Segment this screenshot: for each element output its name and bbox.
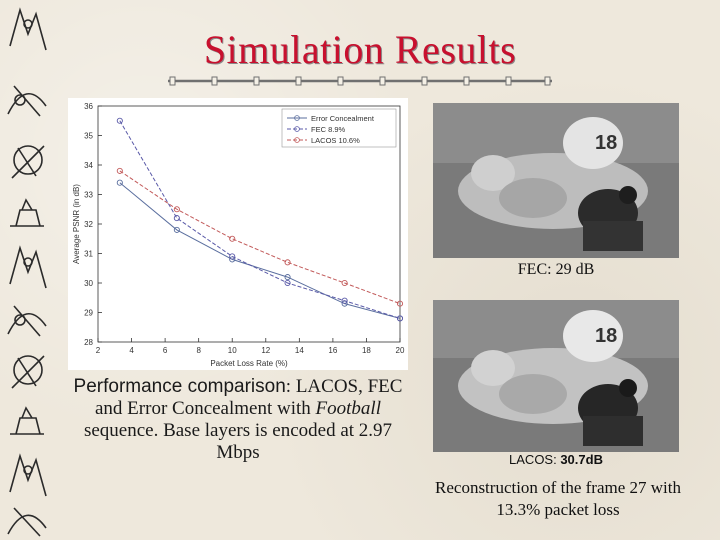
data-point bbox=[229, 253, 236, 260]
title-underline bbox=[168, 76, 552, 86]
caption-lead: Performance comparison bbox=[73, 376, 286, 397]
y-tick-label: 31 bbox=[84, 250, 93, 259]
ornament-icon bbox=[11, 145, 45, 179]
y-tick-label: 32 bbox=[84, 220, 93, 229]
jersey-number: 18 bbox=[595, 325, 617, 347]
legend-entry: Error Concealment bbox=[311, 114, 375, 123]
y-tick-label: 29 bbox=[84, 309, 93, 318]
fec-label-value: 29 dB bbox=[555, 261, 595, 278]
series-line bbox=[119, 120, 401, 319]
fec-label-prefix: FEC: bbox=[517, 261, 556, 278]
chart-caption: Performance comparison: LACOS, FEC and E… bbox=[66, 376, 410, 464]
ornament-icon bbox=[10, 406, 44, 435]
reconstruction-caption: Reconstruction of the frame 27 with 13.3… bbox=[435, 478, 681, 519]
x-axis-label: Packet Loss Rate (%) bbox=[210, 359, 288, 368]
legend-entry: FEC 8.9% bbox=[311, 125, 346, 134]
decorative-border bbox=[7, 7, 47, 537]
x-tick-label: 12 bbox=[261, 346, 270, 355]
x-tick-label: 16 bbox=[328, 346, 337, 355]
data-point bbox=[116, 117, 123, 124]
x-tick-label: 2 bbox=[96, 346, 101, 355]
x-tick-label: 10 bbox=[228, 346, 237, 355]
data-point bbox=[341, 297, 348, 304]
x-tick-label: 6 bbox=[163, 346, 168, 355]
legend-entry: LACOS 10.6% bbox=[311, 136, 360, 145]
chart-svg: 28 29 30 31 32 33 34 35 36 2 4 6 8 10 12 14 16 18 20 Aver… bbox=[68, 98, 408, 370]
series-line bbox=[119, 182, 401, 319]
y-tick-label: 36 bbox=[84, 102, 93, 111]
slide-title: Simulation Results bbox=[203, 27, 517, 72]
legend-marker bbox=[294, 115, 300, 121]
y-tick-label: 33 bbox=[84, 191, 93, 200]
data-point bbox=[116, 167, 123, 174]
ornament-icon bbox=[10, 198, 44, 227]
x-tick-label: 8 bbox=[196, 346, 201, 355]
x-tick-label: 20 bbox=[396, 346, 405, 355]
data-point bbox=[341, 279, 348, 287]
series-line bbox=[119, 170, 401, 305]
ornament-icon bbox=[9, 453, 47, 497]
ornament-icon bbox=[7, 507, 47, 537]
data-point bbox=[284, 279, 291, 287]
ornament-icon bbox=[7, 305, 47, 337]
lacos-label-value: 30.7dB bbox=[560, 452, 603, 467]
data-point bbox=[173, 206, 180, 213]
data-point bbox=[229, 235, 236, 242]
data-point bbox=[396, 300, 404, 307]
lacos-psnr-label: LACOS: 30.7dB bbox=[433, 452, 679, 467]
y-axis-label: Average PSNR (in dB) bbox=[72, 184, 81, 264]
x-tick-label: 18 bbox=[362, 346, 371, 355]
data-point bbox=[173, 226, 180, 233]
data-point bbox=[116, 179, 123, 186]
legend-marker bbox=[294, 137, 300, 143]
y-tick-label: 35 bbox=[84, 132, 93, 141]
fec-frame-image: 18 bbox=[433, 103, 679, 258]
legend-marker bbox=[294, 126, 300, 132]
ornament-icon bbox=[9, 245, 47, 289]
ornament-icon bbox=[11, 355, 45, 389]
data-point bbox=[284, 259, 291, 266]
jersey-number: 18 bbox=[595, 132, 617, 154]
y-tick-label: 28 bbox=[84, 338, 93, 347]
x-tick-label: 4 bbox=[129, 346, 134, 355]
caption-text-1: : LACOS, FEC and Error Concealment with bbox=[95, 376, 403, 419]
x-tick-label: 14 bbox=[295, 346, 304, 355]
psnr-chart: 28 29 30 31 32 33 34 35 36 2 4 6 8 10 12 14 16 18 20 Aver… bbox=[68, 98, 408, 370]
data-point bbox=[284, 274, 291, 281]
fec-psnr-label: FEC: 29 dB bbox=[433, 261, 679, 279]
data-point bbox=[173, 215, 180, 222]
ornament-icon bbox=[7, 85, 47, 117]
chart-legend: Error Concealment FEC 8.9% LACOS 10.6% bbox=[281, 108, 397, 148]
ornament-icon bbox=[9, 7, 47, 51]
y-tick-label: 30 bbox=[84, 279, 93, 288]
caption-emphasis: Football bbox=[315, 398, 381, 419]
caption-text-2: sequence. Base layers is encoded at 2.97… bbox=[83, 420, 393, 463]
lacos-label-prefix: LACOS: bbox=[509, 452, 561, 467]
y-tick-label: 34 bbox=[84, 161, 93, 170]
legend-box bbox=[281, 108, 397, 148]
lacos-frame-image: 18 bbox=[433, 300, 679, 452]
data-point bbox=[396, 315, 404, 322]
